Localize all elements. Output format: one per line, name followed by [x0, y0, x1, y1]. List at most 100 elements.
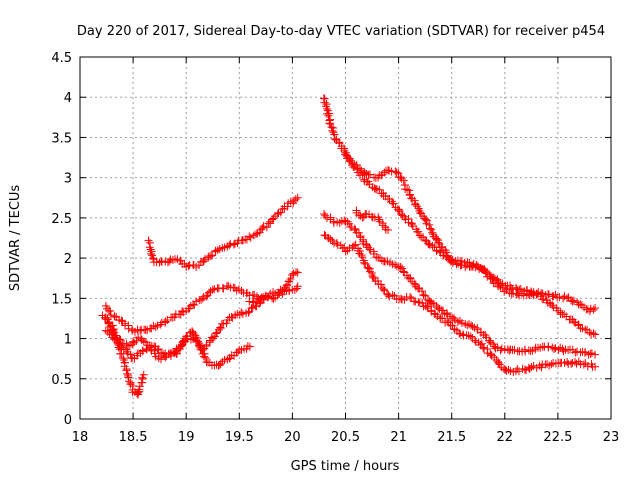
- data-point: [481, 268, 490, 277]
- series-track-11: [352, 206, 392, 234]
- data-point: [269, 288, 278, 297]
- data-point: [132, 336, 141, 345]
- data-point: [471, 336, 480, 345]
- x-tick-label: 19.5: [225, 430, 254, 445]
- data-point: [218, 357, 227, 366]
- data-point: [147, 249, 156, 258]
- data-point: [224, 281, 233, 290]
- data-point: [446, 321, 455, 330]
- series-track-3: [101, 298, 265, 364]
- y-tick-label: 0: [64, 413, 72, 428]
- series-track-7: [319, 94, 600, 316]
- data-point: [171, 347, 180, 356]
- data-point: [569, 296, 578, 305]
- data-point: [392, 168, 401, 177]
- data-point: [500, 287, 509, 296]
- data-point: [326, 235, 335, 244]
- data-point: [446, 257, 455, 266]
- data-point: [428, 241, 437, 250]
- data-point: [262, 223, 271, 232]
- data-point: [570, 317, 579, 326]
- x-tick-label: 21: [390, 430, 407, 445]
- data-point: [106, 307, 115, 316]
- series-track-4: [101, 267, 302, 336]
- data-point: [432, 234, 441, 243]
- x-axis-label: GPS time / hours: [291, 459, 400, 474]
- data-point: [292, 284, 301, 293]
- data-point: [574, 320, 583, 329]
- data-point: [186, 335, 195, 344]
- data-point: [340, 146, 349, 155]
- data-point: [356, 211, 365, 220]
- data-point: [448, 321, 457, 330]
- data-point: [119, 354, 128, 363]
- data-point: [238, 309, 247, 318]
- data-point: [357, 251, 366, 260]
- data-point: [425, 220, 434, 229]
- data-point: [494, 358, 503, 367]
- data-point: [218, 283, 227, 292]
- y-tick-label: 1: [64, 333, 72, 348]
- data-point: [255, 295, 264, 304]
- data-point: [414, 227, 423, 236]
- data-point: [586, 349, 595, 358]
- data-point: [104, 318, 113, 327]
- data-point: [200, 255, 209, 264]
- data-point: [108, 333, 117, 342]
- data-point: [406, 190, 415, 199]
- data-point: [486, 349, 495, 358]
- y-tick-label: 2.5: [51, 212, 72, 227]
- data-point: [350, 224, 359, 233]
- data-point: [199, 257, 208, 266]
- data-point: [370, 273, 379, 282]
- series-track-5: [245, 282, 302, 307]
- data-point: [345, 154, 354, 163]
- data-point: [293, 268, 302, 277]
- data-point: [145, 243, 154, 252]
- data-point: [366, 170, 375, 179]
- y-tick-label: 3: [64, 172, 72, 187]
- data-point: [167, 349, 176, 358]
- data-point: [483, 272, 492, 281]
- data-point: [124, 373, 133, 382]
- data-point: [276, 208, 285, 217]
- data-point: [498, 283, 507, 292]
- data-point: [259, 222, 268, 231]
- data-point: [397, 174, 406, 183]
- data-point: [110, 312, 119, 321]
- data-point: [227, 312, 236, 321]
- data-point: [231, 311, 240, 320]
- data-point: [376, 280, 385, 289]
- data-point: [247, 304, 256, 313]
- y-tick-label: 2: [64, 252, 72, 267]
- data-point: [583, 362, 592, 371]
- data-point: [340, 216, 349, 225]
- data-point: [178, 338, 187, 347]
- y-axis-label: SDTVAR / TECUs: [8, 185, 23, 292]
- data-point: [591, 303, 600, 312]
- data-point: [291, 267, 300, 276]
- x-tick-label: 21.5: [437, 430, 466, 445]
- data-point: [149, 254, 158, 263]
- data-point: [435, 247, 444, 256]
- data-point: [237, 308, 246, 317]
- data-point: [555, 293, 564, 302]
- data-point: [426, 224, 435, 233]
- data-point: [411, 282, 420, 291]
- data-point: [361, 209, 370, 218]
- data-point: [327, 123, 336, 132]
- data-point: [177, 341, 186, 350]
- data-point: [457, 319, 466, 328]
- data-point: [126, 350, 135, 359]
- data-point: [383, 225, 392, 234]
- data-point: [343, 217, 352, 226]
- data-point: [144, 236, 153, 245]
- data-point: [122, 366, 131, 375]
- data-point: [206, 252, 215, 261]
- data-point: [398, 211, 407, 220]
- data-point: [138, 346, 147, 355]
- data-point: [328, 126, 337, 135]
- data-point: [589, 329, 598, 338]
- data-point: [201, 353, 210, 362]
- data-point: [194, 261, 203, 270]
